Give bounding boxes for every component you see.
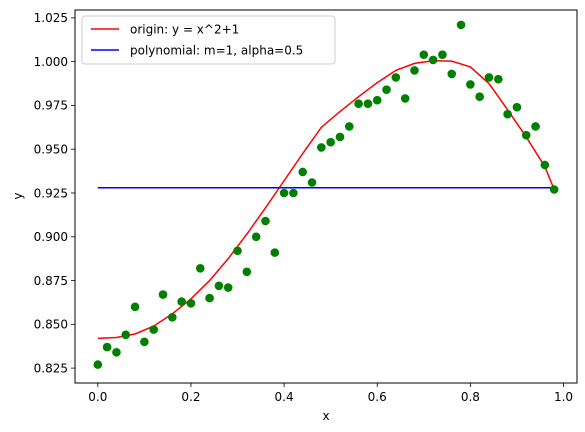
y-tick-label: 0.900 xyxy=(34,230,68,244)
scatter-point xyxy=(428,55,438,65)
scatter-point xyxy=(503,109,512,119)
scatter-point xyxy=(158,290,168,299)
scatter-point xyxy=(130,302,140,312)
x-tick-label: 0.6 xyxy=(368,390,387,404)
scatter-point xyxy=(335,132,345,142)
y-axis-ticks: 0.825 0.850 0.875 0.900 0.925 0.950 0.975 1.000… xyxy=(34,11,75,375)
scatter-point xyxy=(121,330,131,340)
scatter-point xyxy=(251,232,261,242)
x-axis-ticks: 0.0 0.2 0.4 0.6 0.8 1.0 xyxy=(88,383,573,404)
legend-label-origin: origin: y = x^2+1 xyxy=(130,23,239,37)
legend-label-polynomial: polynomial: m=1, alpha=0.5 xyxy=(130,44,303,58)
scatter-point xyxy=(223,283,233,292)
scatter-point xyxy=(456,20,466,30)
y-tick-label: 0.975 xyxy=(34,99,68,113)
axes-frame xyxy=(74,9,578,384)
scatter-point xyxy=(344,122,354,131)
scatter-point xyxy=(475,92,484,101)
x-axis-label: x xyxy=(322,409,329,423)
scatter-point xyxy=(233,246,242,256)
scatter-point xyxy=(261,216,270,226)
scatter-point xyxy=(307,178,317,187)
scatter-point xyxy=(382,85,391,94)
scatter-point xyxy=(438,50,447,59)
scatter-point xyxy=(372,95,382,105)
scatter-point xyxy=(279,188,289,198)
scatter-point xyxy=(102,342,112,352)
scatter-point xyxy=(540,160,550,170)
scatter-point xyxy=(168,313,177,322)
scatter-point xyxy=(195,264,205,273)
scatter-point xyxy=(93,360,103,369)
y-tick-label: 0.950 xyxy=(34,143,68,157)
y-tick-label: 1.025 xyxy=(34,11,68,25)
y-axis-label: y xyxy=(11,192,25,199)
scatter-point xyxy=(270,248,280,257)
scatter-point xyxy=(521,130,531,140)
legend: origin: y = x^2+1 polynomial: m=1, alpha… xyxy=(81,15,336,65)
scatter-point xyxy=(549,185,559,194)
scatter-point xyxy=(205,293,214,303)
scatter-point xyxy=(531,122,540,131)
scatter-point xyxy=(317,143,326,152)
x-tick-label: 0.8 xyxy=(461,390,480,404)
y-tick-label: 0.875 xyxy=(34,274,68,288)
scatter-point xyxy=(326,137,335,147)
legend-box xyxy=(81,15,336,65)
x-tick-label: 0.0 xyxy=(88,390,107,404)
scatter-point xyxy=(112,348,121,357)
scatter-point xyxy=(466,80,475,89)
y-tick-label: 0.925 xyxy=(34,186,68,200)
scatter-point xyxy=(177,297,186,306)
scatter-point xyxy=(447,69,457,79)
scatter-point xyxy=(494,74,503,84)
scatter-point xyxy=(391,73,401,82)
scatter-point xyxy=(400,94,410,103)
y-tick-label: 0.825 xyxy=(34,361,68,375)
scatter-point xyxy=(298,167,308,177)
scatter-point xyxy=(289,188,298,198)
scatter-point xyxy=(149,325,158,334)
x-tick-label: 0.2 xyxy=(181,390,200,404)
y-tick-label: 1.000 xyxy=(34,55,68,69)
y-tick-label: 0.850 xyxy=(34,318,68,332)
scatter-point xyxy=(363,99,373,108)
scatter-point xyxy=(512,102,522,112)
x-tick-label: 0.4 xyxy=(275,390,294,404)
scatter-point xyxy=(140,337,149,347)
plot-area xyxy=(93,20,559,369)
x-tick-label: 1.0 xyxy=(554,390,573,404)
scatter-point xyxy=(186,299,196,308)
series-line-0 xyxy=(97,60,555,340)
scatter-point xyxy=(214,281,224,291)
scatter-point xyxy=(484,73,494,82)
scatter-point xyxy=(419,50,429,59)
scatter-point xyxy=(410,66,419,75)
scatter-point xyxy=(242,267,252,277)
scatter-point xyxy=(354,99,363,108)
